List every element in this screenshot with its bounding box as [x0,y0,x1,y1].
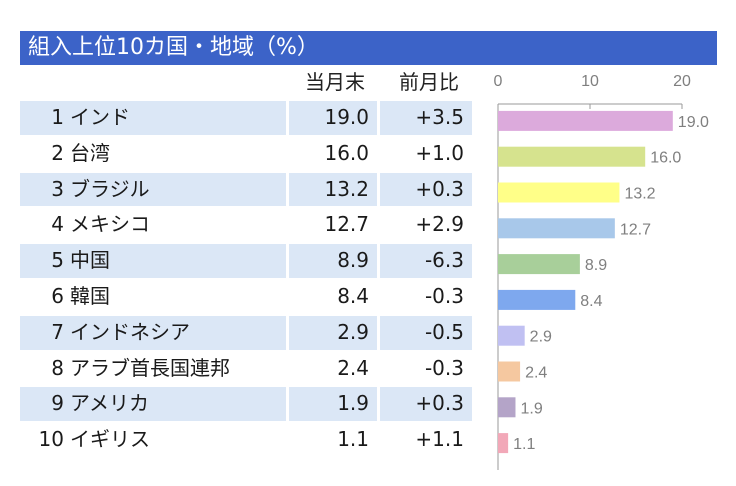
country-name-cell: 韓国 [70,283,110,308]
bar [498,146,646,167]
country-name-cell: イギリス [70,427,150,452]
bar-value-label: 1.1 [513,436,535,453]
country-name-cell: 台湾 [70,140,110,165]
x-tick-label: 0 [494,73,503,90]
rank-cell: 5 [20,244,68,278]
bar-value-label: 2.9 [530,329,552,346]
country-name-cell: インドネシア [68,315,286,350]
change-value-cell: +3.5 [380,101,472,135]
change-value-cell: +0.3 [380,172,472,207]
current-value-cell: 19.0 [289,101,377,135]
change-value-cell: +1.0 [415,140,464,165]
current-value-cell: 16.0 [324,140,369,165]
bar-value-label: 1.9 [520,400,542,417]
header-change: 前月比 [399,70,459,94]
table-row: 2 台湾 16.0 +1.0 [20,137,472,173]
bar-chart: 0 10 20 19.0 16.0 13.2 12.7 8.9 8.4 2.9 2.4 1.9 1.1 [494,73,709,470]
bar [498,289,576,310]
bar-value-label: 8.9 [585,257,607,274]
change-value-cell: +1.1 [415,427,464,452]
country-name-cell: アラブ首長国連邦 [70,355,230,380]
table-row: 10 イギリス 1.1 +1.1 [20,423,472,459]
chart-title: 組入上位10カ国・地域（%） [20,31,717,65]
table-row: 5 中国 8.9 -6.3 [20,244,472,280]
ranking-table: 1 インド 19.0 +3.5 2 台湾 16.0 +1.0 3 ブラジル 13.2 +0.3 4 メキシ… [20,101,472,459]
current-value-cell: 1.9 [289,387,377,422]
table-row: 8 アラブ首長国連邦 2.4 -0.3 [20,352,472,388]
bar [498,110,673,131]
change-value-cell: +0.3 [380,387,472,422]
current-value-cell: 2.9 [289,315,377,350]
bar [498,254,580,275]
country-name-cell: インド [68,101,286,135]
change-value-cell: +2.9 [415,212,464,237]
table-row: 7 インドネシア 2.9 -0.5 [20,315,472,352]
country-name-cell: 中国 [68,244,286,278]
bar-value-label: 8.4 [580,293,602,310]
x-tick-label: 20 [673,73,691,90]
table-row: 1 インド 19.0 +3.5 [20,101,472,137]
rank-cell: 3 [20,172,68,207]
bar-value-label: 2.4 [525,365,547,382]
country-name-cell: アメリカ [68,387,286,422]
current-value-cell: 8.9 [289,244,377,278]
bar [498,218,615,239]
current-value-cell: 12.7 [324,212,369,237]
rank-cell: 1 [20,101,68,135]
change-value-cell: -6.3 [380,244,472,278]
table-row: 9 アメリカ 1.9 +0.3 [20,387,472,423]
bar [498,325,525,346]
x-tick-label: 10 [581,73,599,90]
bar [498,433,509,454]
rank-cell: 10 [38,427,64,452]
current-value-cell: 2.4 [337,355,369,380]
bar [498,397,516,418]
rank-cell: 7 [20,315,68,350]
bar-value-label: 12.7 [620,221,651,238]
country-name-cell: メキシコ [70,212,150,237]
table-row: 3 ブラジル 13.2 +0.3 [20,172,472,209]
rank-cell: 9 [20,387,68,422]
change-value-cell: -0.3 [424,355,464,380]
change-value-cell: -0.5 [380,315,472,350]
bar-value-label: 19.0 [678,114,709,131]
rank-cell: 8 [51,355,64,380]
header-current: 当月末 [305,70,365,94]
bar [498,361,521,382]
current-value-cell: 8.4 [337,283,369,308]
country-name-cell: ブラジル [68,172,286,207]
current-value-cell: 1.1 [337,427,369,452]
bar [498,182,620,203]
table-row: 6 韓国 8.4 -0.3 [20,280,472,316]
rank-cell: 6 [51,283,64,308]
rank-cell: 4 [51,212,64,237]
change-value-cell: -0.3 [424,283,464,308]
rank-cell: 2 [51,140,64,165]
table-row: 4 メキシコ 12.7 +2.9 [20,208,472,244]
current-value-cell: 13.2 [289,172,377,207]
bar-value-label: 16.0 [650,150,681,167]
bar-value-label: 13.2 [624,186,655,203]
